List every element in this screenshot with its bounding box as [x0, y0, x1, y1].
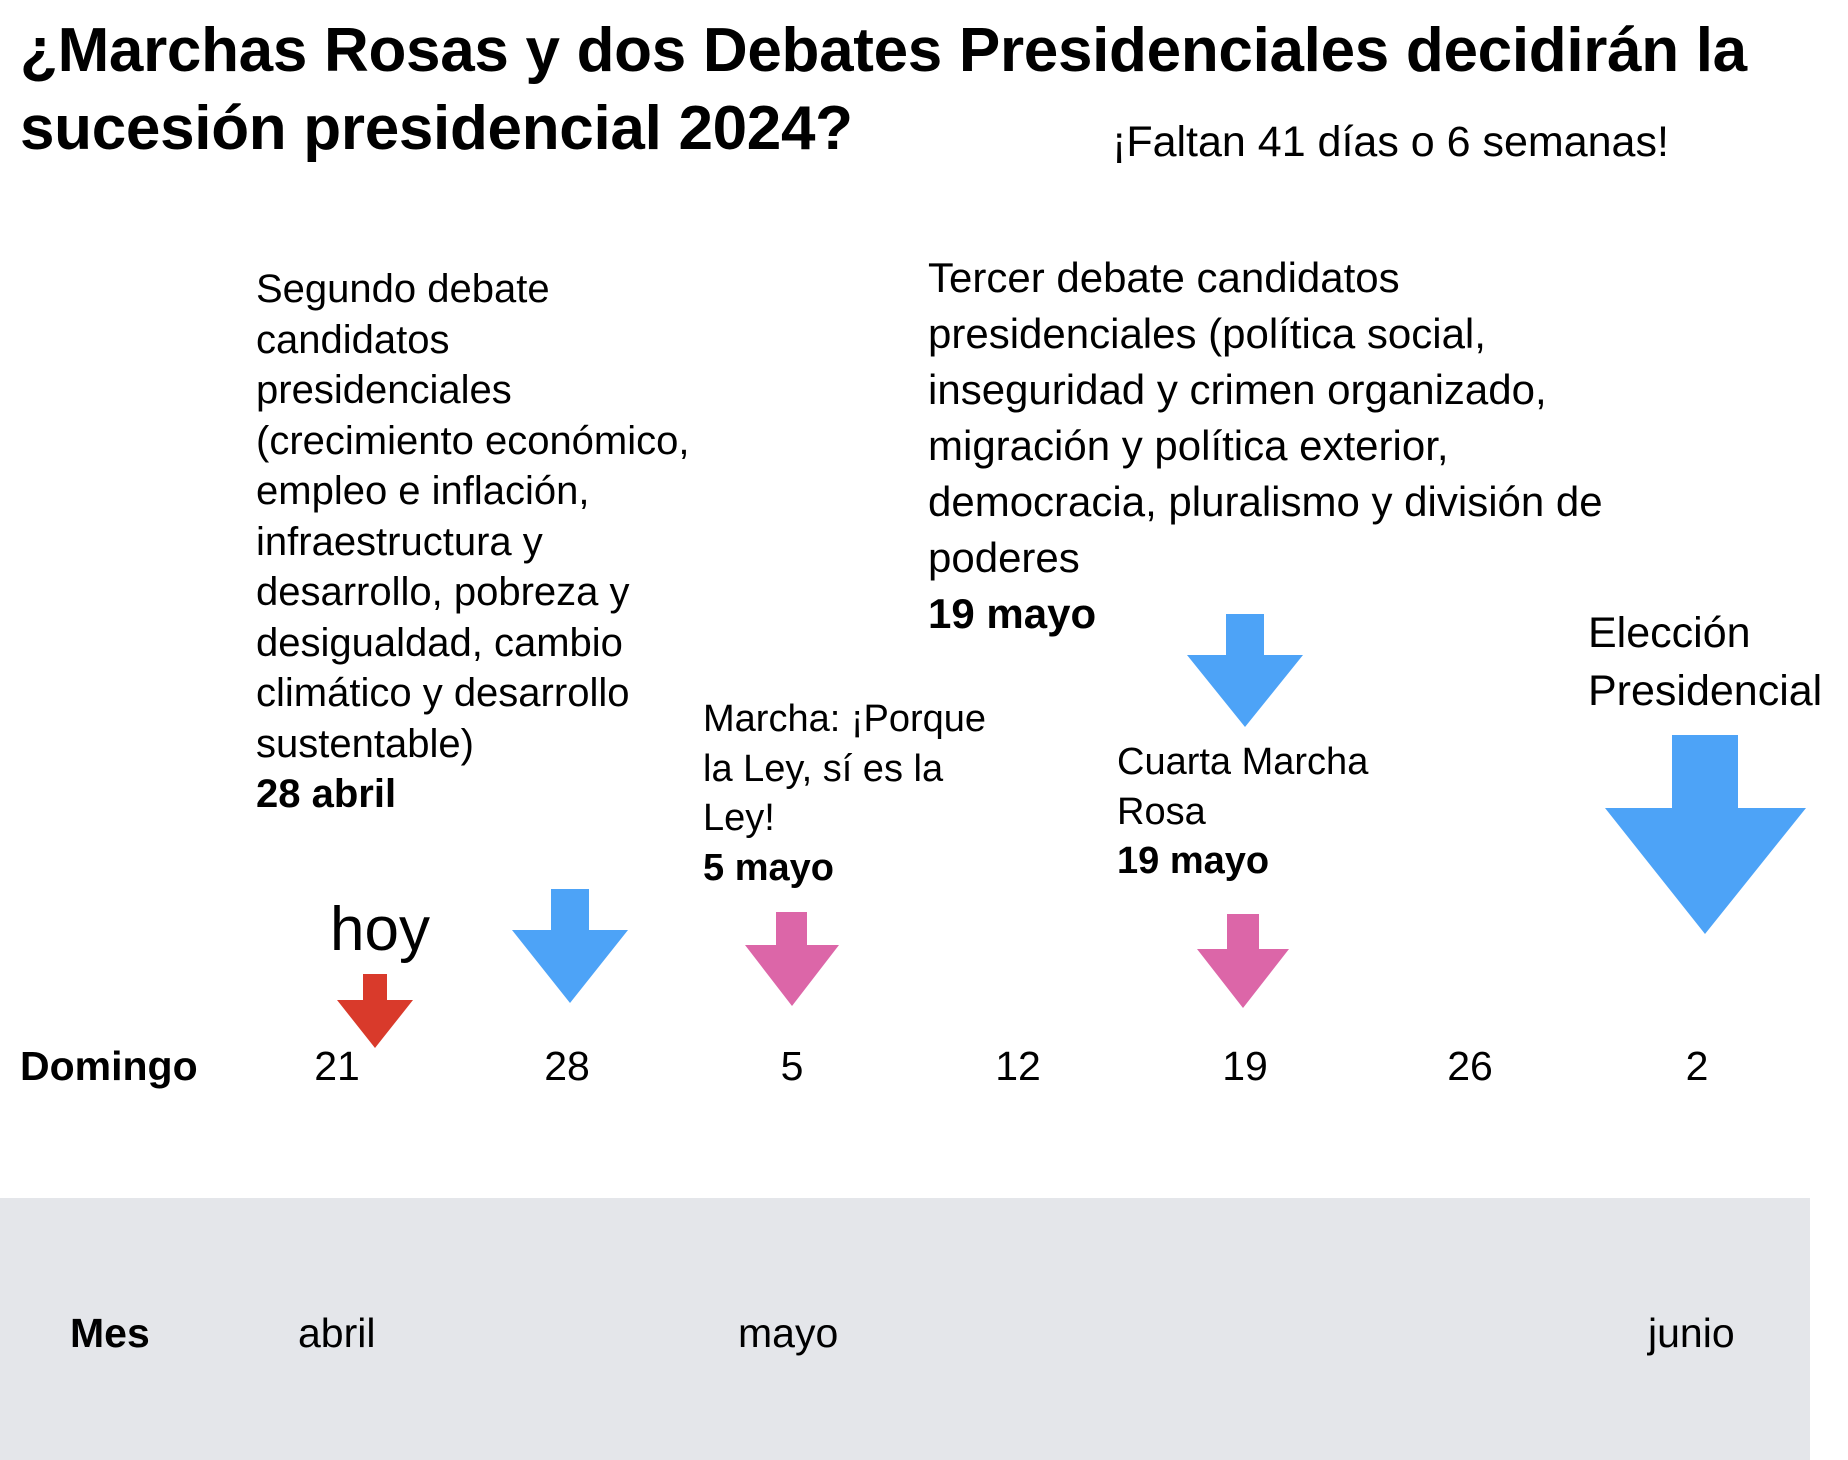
page-title: ¿Marchas Rosas y dos Debates Presidencia… [20, 16, 1747, 163]
day-label: 2 [1685, 1043, 1709, 1089]
day-label: 28 [544, 1043, 590, 1089]
debate3-arrow-icon [1187, 614, 1303, 727]
month-band [0, 1198, 1810, 1460]
today-arrow-icon [337, 974, 413, 1048]
today-label: hoy [330, 895, 430, 964]
debate2-arrow-icon [512, 889, 628, 1003]
day-label: 12 [995, 1043, 1041, 1089]
event-march1-date: 5 mayo [703, 846, 834, 889]
event-election: Elección Presidencial [1588, 604, 1843, 720]
sunday-row-label: Domingo [20, 1043, 198, 1089]
month-label: abril [298, 1310, 376, 1356]
day-label: 26 [1447, 1043, 1493, 1089]
month-label: junio [1648, 1310, 1735, 1356]
day-label: 21 [314, 1043, 360, 1089]
event-debate2: Segundo debate candidatos presidenciales… [256, 264, 696, 820]
event-march2-date: 19 mayo [1117, 840, 1270, 882]
event-march2: Cuarta Marcha Rosa 19 mayo [1117, 738, 1407, 887]
event-march1: Marcha: ¡Porque la Ley, sí es la Ley! 5 … [703, 695, 993, 893]
event-election-text: Elección Presidencial [1588, 609, 1823, 715]
event-march2-text: Cuarta Marcha Rosa [1117, 741, 1369, 833]
election-arrow-icon [1605, 735, 1806, 934]
month-row-label: Mes [70, 1310, 150, 1356]
event-debate3: Tercer debate candidatos presidenciales … [928, 250, 1628, 642]
event-debate2-date: 28 abril [256, 772, 397, 816]
day-label: 19 [1222, 1043, 1268, 1089]
march2-arrow-icon [1197, 914, 1289, 1008]
event-debate3-date: 19 mayo [928, 590, 1097, 637]
event-debate2-text: Segundo debate candidatos presidenciales… [256, 267, 690, 766]
month-label: mayo [738, 1310, 839, 1356]
event-march1-text: Marcha: ¡Porque la Ley, sí es la Ley! [703, 698, 987, 839]
countdown-text: ¡Faltan 41 días o 6 semanas! [1112, 118, 1669, 166]
event-debate3-text: Tercer debate candidatos presidenciales … [928, 254, 1603, 581]
march1-arrow-icon [745, 912, 839, 1006]
day-label: 5 [780, 1043, 804, 1089]
